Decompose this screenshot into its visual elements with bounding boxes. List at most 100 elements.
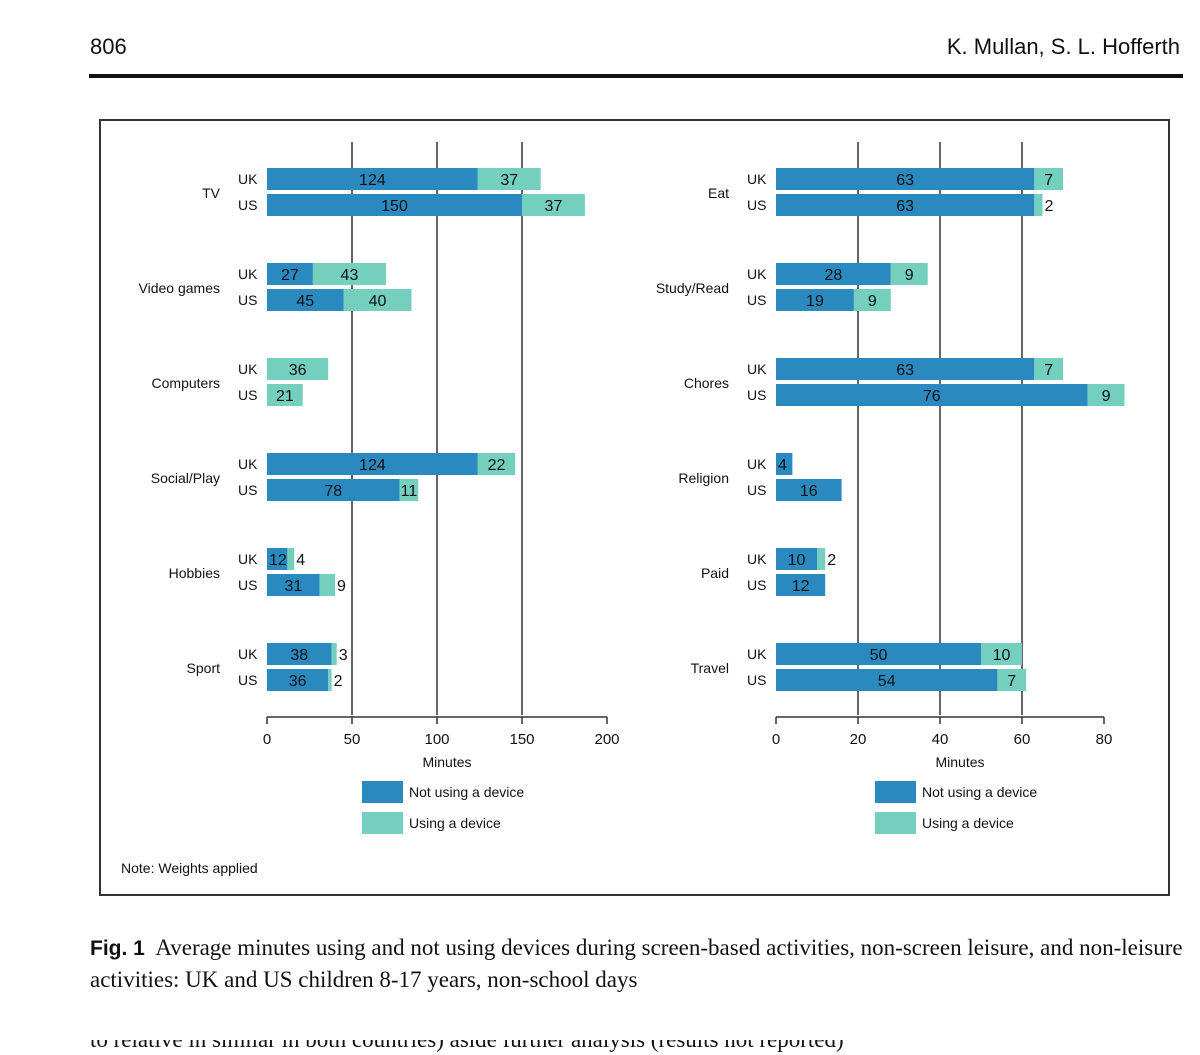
data-label-not-using: 63	[896, 362, 914, 379]
bar-using	[817, 548, 826, 570]
legend-label-not-using: Not using a device	[922, 784, 1037, 800]
figure-caption-text: Average minutes using and not using devi…	[90, 935, 1183, 992]
bar-not-using	[267, 479, 400, 501]
bar-not-using	[267, 168, 478, 190]
country-label: US	[238, 387, 257, 403]
legend-swatch-using	[875, 812, 916, 834]
x-tick-label: 60	[1014, 731, 1031, 748]
bar-not-using	[267, 669, 329, 691]
bar-using	[890, 263, 928, 285]
data-label-not-using: 16	[800, 483, 818, 500]
data-label-not-using: 78	[324, 483, 342, 500]
data-label-using: 11	[401, 483, 418, 500]
data-label-using: 9	[337, 578, 346, 595]
country-label: US	[238, 292, 257, 308]
x-axis-title: Minutes	[422, 754, 471, 770]
country-label: UK	[747, 266, 767, 282]
data-label-using: 2	[334, 673, 343, 690]
bar-not-using	[776, 669, 998, 691]
data-label-using: 9	[1102, 388, 1111, 405]
activity-label: Video games	[139, 280, 220, 296]
bar-using	[343, 289, 412, 311]
legend-label-not-using: Not using a device	[409, 784, 524, 800]
bar-not-using	[776, 574, 826, 596]
x-tick-label: 40	[932, 731, 949, 748]
bar-using	[1034, 358, 1063, 380]
bar-using	[981, 643, 1022, 665]
activity-label: TV	[202, 185, 221, 201]
country-label: US	[238, 197, 257, 213]
figure-frame	[99, 119, 1170, 896]
country-label: UK	[238, 171, 258, 187]
data-label-using: 3	[339, 647, 348, 664]
x-tick-label: 20	[850, 731, 867, 748]
country-label: UK	[747, 171, 767, 187]
country-label: UK	[238, 456, 258, 472]
data-label-not-using: 124	[359, 172, 386, 189]
data-label-using: 37	[500, 172, 518, 189]
bar-not-using	[776, 358, 1035, 380]
country-label: US	[747, 197, 766, 213]
country-label: UK	[747, 456, 767, 472]
country-label: US	[747, 387, 766, 403]
bar-not-using	[776, 194, 1035, 216]
data-label-not-using: 4	[778, 457, 787, 474]
data-label-not-using: 12	[792, 578, 810, 595]
bar-using	[853, 289, 891, 311]
legend-swatch-not-using	[362, 781, 403, 803]
data-label-using: 37	[545, 198, 563, 215]
bar-not-using	[776, 453, 793, 475]
bar-using	[522, 194, 585, 216]
x-tick-label: 80	[1096, 731, 1113, 748]
bar-not-using	[776, 168, 1035, 190]
x-tick-label: 150	[509, 731, 534, 748]
country-label: UK	[747, 646, 767, 662]
country-label: US	[238, 672, 257, 688]
x-tick-label: 50	[344, 731, 361, 748]
data-label-not-using: 10	[788, 552, 806, 569]
country-label: US	[747, 482, 766, 498]
data-label-not-using: 50	[870, 647, 888, 664]
bar-using	[399, 479, 419, 501]
activity-label: Sport	[187, 660, 221, 676]
data-label-not-using: 63	[896, 172, 914, 189]
country-label: UK	[238, 551, 258, 567]
data-label-using: 9	[868, 293, 877, 310]
country-label: US	[747, 672, 766, 688]
bar-using	[267, 358, 329, 380]
activity-label: Travel	[691, 660, 729, 676]
data-label-using: 10	[993, 647, 1011, 664]
country-label: UK	[747, 361, 767, 377]
country-label: US	[747, 577, 766, 593]
legend-swatch-using	[362, 812, 403, 834]
data-label-using: 43	[341, 267, 359, 284]
data-label-not-using: 76	[923, 388, 941, 405]
data-label-not-using: 31	[284, 578, 302, 595]
data-label-not-using: 124	[359, 457, 386, 474]
bar-not-using	[267, 574, 320, 596]
data-label-not-using: 63	[896, 198, 914, 215]
bar-using	[312, 263, 386, 285]
bar-not-using	[267, 548, 288, 570]
bar-not-using	[776, 289, 854, 311]
data-label-using: 7	[1044, 362, 1053, 379]
activity-label: Chores	[684, 375, 729, 391]
activity-label: Computers	[152, 375, 220, 391]
bar-not-using	[776, 643, 981, 665]
body-text-cut-line: to relative in similar in both countries…	[90, 1040, 1185, 1055]
data-label-not-using: 45	[296, 293, 314, 310]
running-head-authors: K. Mullan, S. L. Hofferth	[946, 34, 1180, 59]
country-label: UK	[238, 266, 258, 282]
data-label-not-using: 38	[290, 647, 308, 664]
data-label-using: 7	[1007, 673, 1016, 690]
legend-swatch-not-using	[875, 781, 916, 803]
data-label-using: 4	[296, 552, 305, 569]
bar-not-using	[267, 194, 522, 216]
data-label-using: 21	[276, 388, 294, 405]
data-label-using: 36	[289, 362, 307, 379]
country-label: UK	[747, 551, 767, 567]
bar-using	[1034, 168, 1063, 190]
body-text-cut: to relative in similar in both countries…	[90, 1040, 1185, 1055]
bar-not-using	[776, 263, 891, 285]
